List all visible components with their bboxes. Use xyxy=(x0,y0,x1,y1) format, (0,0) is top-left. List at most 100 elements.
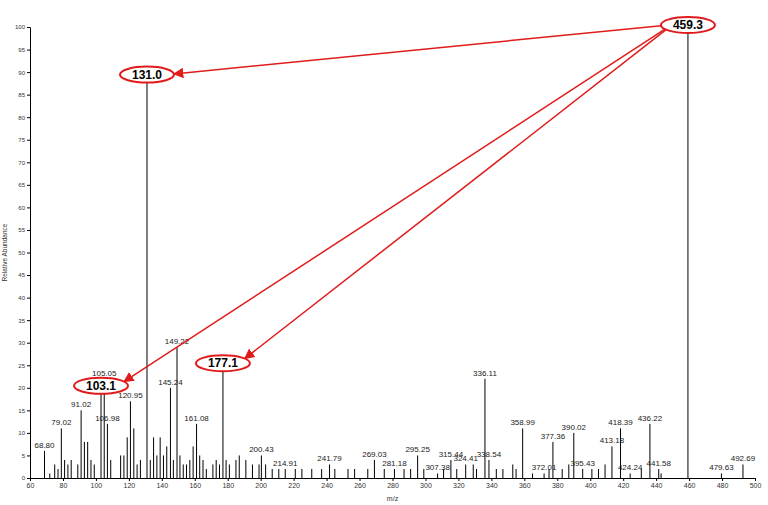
peak-label: 424.24 xyxy=(618,463,643,472)
x-tick: 440 xyxy=(651,478,663,489)
peak xyxy=(348,469,349,478)
peak-label: 145.24 xyxy=(158,378,183,387)
x-tick: 120 xyxy=(124,478,136,489)
y-tick: 95 xyxy=(18,47,30,53)
x-tick-mark xyxy=(458,478,459,481)
peak-label: 492.69 xyxy=(731,454,756,463)
x-tick-mark xyxy=(327,478,328,481)
peak-label: 418.39 xyxy=(608,418,633,427)
peak xyxy=(329,464,330,478)
x-tick: 320 xyxy=(453,478,465,489)
peak xyxy=(61,428,62,478)
x-tick-mark xyxy=(129,478,130,481)
annotation-ellipse xyxy=(74,378,128,394)
peak xyxy=(193,446,194,478)
y-tick-label: 25 xyxy=(18,363,25,369)
x-tick: 160 xyxy=(189,478,201,489)
peak xyxy=(285,469,286,478)
y-tick-mark xyxy=(27,365,30,366)
peak xyxy=(101,388,102,478)
y-tick-label: 0 xyxy=(22,475,26,481)
peak xyxy=(687,27,688,478)
y-tick-mark xyxy=(27,275,30,276)
x-tick: 400 xyxy=(585,478,597,489)
peak xyxy=(562,469,563,478)
peak-label: 120.95 xyxy=(118,391,143,400)
peak xyxy=(146,77,147,478)
y-tick: 70 xyxy=(18,160,30,166)
peak-label: 377.36 xyxy=(541,432,566,441)
x-tick-label: 360 xyxy=(519,482,531,489)
peak-label: 395.43 xyxy=(570,459,595,468)
peak xyxy=(437,473,438,478)
peak xyxy=(259,464,260,478)
peak-label: 324.41 xyxy=(453,454,478,463)
y-tick: 20 xyxy=(18,385,30,391)
peak xyxy=(265,464,266,478)
x-tick: 80 xyxy=(60,478,68,489)
y-tick-mark xyxy=(27,298,30,299)
peak xyxy=(742,464,743,478)
peak xyxy=(123,455,124,478)
y-tick-mark xyxy=(27,433,30,434)
x-tick-label: 480 xyxy=(717,482,729,489)
x-tick-label: 280 xyxy=(387,482,399,489)
y-tick: 5 xyxy=(22,453,30,459)
x-tick-label: 220 xyxy=(288,482,300,489)
y-tick: 100 xyxy=(15,24,30,30)
x-tick-mark xyxy=(425,478,426,481)
x-tick-label: 380 xyxy=(552,482,564,489)
x-axis-line xyxy=(31,479,756,482)
x-tick-mark xyxy=(557,478,558,481)
peak xyxy=(502,469,503,478)
x-tick-mark xyxy=(491,478,492,481)
x-tick-mark xyxy=(228,478,229,481)
peak-label: 479.63 xyxy=(709,463,734,472)
y-tick: 50 xyxy=(18,250,30,256)
y-tick-mark xyxy=(27,343,30,344)
y-tick-label: 100 xyxy=(15,24,26,30)
x-tick: 180 xyxy=(222,478,234,489)
peaks xyxy=(45,27,743,478)
peak-label: 281.18 xyxy=(382,459,407,468)
y-tick-label: 85 xyxy=(18,92,25,98)
x-tick-label: 420 xyxy=(618,482,630,489)
y-tick-label: 60 xyxy=(18,205,25,211)
peak-label: 106.98 xyxy=(95,414,120,423)
y-tick-label: 15 xyxy=(18,408,25,414)
x-tick-label: 60 xyxy=(27,482,35,489)
peak-label: 372.01 xyxy=(532,463,557,472)
peak xyxy=(58,469,59,478)
y-tick-mark xyxy=(27,50,30,51)
x-tick: 500 xyxy=(750,478,762,489)
peak xyxy=(423,469,424,478)
y-tick-label: 35 xyxy=(18,318,25,324)
peak xyxy=(54,464,55,478)
y-tick-label: 80 xyxy=(18,115,25,121)
peak xyxy=(522,428,523,478)
x-tick-label: 320 xyxy=(453,482,465,489)
peak-label: 358.99 xyxy=(510,418,535,427)
x-tick: 480 xyxy=(717,478,729,489)
x-tick: 140 xyxy=(156,478,168,489)
peak xyxy=(261,455,262,478)
x-tick: 100 xyxy=(91,478,103,489)
y-tick: 45 xyxy=(18,272,30,278)
x-tick: 380 xyxy=(552,478,564,489)
peak xyxy=(582,469,583,478)
peak xyxy=(81,410,82,478)
y-tick: 25 xyxy=(18,363,30,369)
y-tick: 35 xyxy=(18,318,30,324)
y-tick-mark xyxy=(27,27,30,28)
peak xyxy=(177,347,178,478)
peak xyxy=(90,460,91,478)
y-tick: 85 xyxy=(18,92,30,98)
annotation-ellipse xyxy=(120,67,174,83)
peak xyxy=(226,460,227,478)
peak xyxy=(173,460,174,478)
peak xyxy=(186,464,187,478)
peak xyxy=(64,460,65,478)
peak xyxy=(516,469,517,478)
y-tick-label: 70 xyxy=(18,160,25,166)
y-tick-label: 90 xyxy=(18,70,25,76)
